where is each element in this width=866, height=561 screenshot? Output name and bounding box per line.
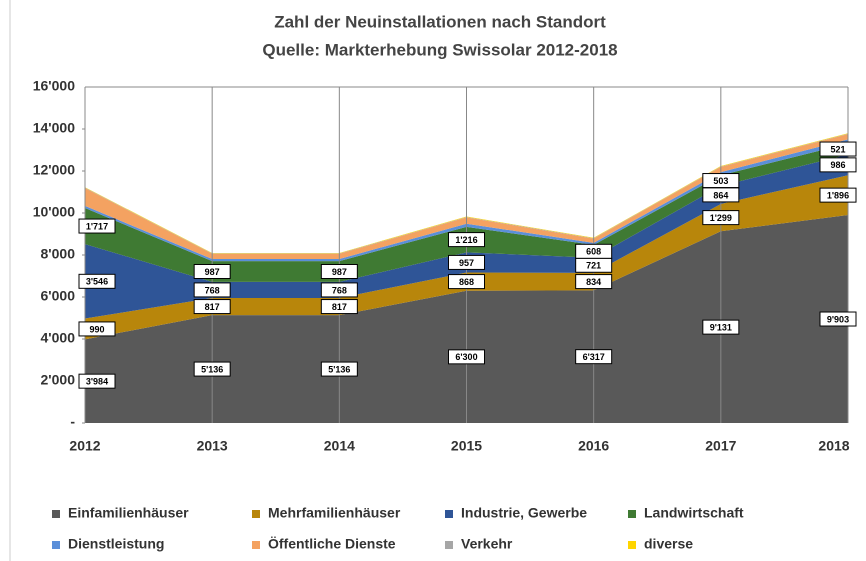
- label-box: [702, 173, 740, 189]
- legend-label: Industrie, Gewerbe: [461, 505, 587, 521]
- x-tick-label: 2016: [578, 438, 609, 454]
- data-label: 3'546: [86, 277, 108, 287]
- legend-label: diverse: [644, 536, 693, 552]
- data-label: 986: [830, 160, 845, 170]
- x-tick-label: 2018: [818, 438, 849, 454]
- data-label: 9'131: [710, 322, 732, 332]
- y-tick-label: 6'000: [41, 288, 76, 304]
- label-box: [78, 273, 116, 289]
- legend-label: Einfamilienhäuser: [68, 505, 189, 521]
- data-label: 6'317: [583, 352, 605, 362]
- data-label: 817: [332, 302, 347, 312]
- label-box: [575, 274, 613, 290]
- y-tick-label: 4'000: [41, 330, 76, 346]
- label-box: [78, 321, 116, 337]
- x-tick-label: 2014: [324, 438, 355, 454]
- label-box: [819, 141, 857, 157]
- area: [85, 175, 848, 340]
- y-tick-label: 14'000: [33, 120, 75, 136]
- data-label: 1'299: [710, 213, 732, 223]
- legend-swatch: [445, 510, 453, 518]
- label-box: [193, 299, 231, 315]
- data-label: 5'136: [328, 364, 350, 374]
- x-tick-label: 2017: [705, 438, 736, 454]
- legend-label: Verkehr: [461, 536, 513, 552]
- data-label: 1'717: [86, 221, 108, 231]
- label-box: [78, 218, 116, 234]
- data-label: 521: [830, 144, 845, 154]
- label-box: [448, 349, 485, 365]
- data-label: 817: [205, 302, 220, 312]
- data-label: 834: [586, 277, 601, 287]
- legend-swatch: [252, 510, 260, 518]
- legend-label: Dienstleistung: [68, 536, 164, 552]
- data-label: 1'216: [455, 235, 477, 245]
- y-tick-label: 2'000: [41, 372, 76, 388]
- label-box: [320, 299, 358, 315]
- y-tick-label: 10'000: [33, 204, 75, 220]
- label-box: [702, 319, 740, 335]
- data-label: 868: [459, 277, 474, 287]
- data-label: 990: [89, 324, 104, 334]
- legend-label: Mehrfamilienhäuser: [268, 505, 401, 521]
- data-label: 987: [332, 267, 347, 277]
- label-box: [320, 361, 358, 377]
- label-box: [448, 254, 485, 270]
- legend-swatch: [628, 541, 636, 549]
- label-box: [819, 311, 857, 327]
- data-label: 503: [713, 176, 728, 186]
- data-label: 768: [205, 285, 220, 295]
- x-tick-label: 2012: [69, 438, 100, 454]
- data-label: 768: [332, 285, 347, 295]
- label-box: [575, 349, 613, 365]
- data-label: 3'984: [86, 377, 108, 387]
- label-box: [448, 232, 485, 248]
- label-box: [320, 282, 358, 298]
- legend-swatch: [52, 541, 60, 549]
- data-label: 6'300: [455, 352, 477, 362]
- y-tick-label: 12'000: [33, 162, 75, 178]
- legend-swatch: [52, 510, 60, 518]
- y-tick-label: -: [70, 414, 75, 430]
- legend-label: Öffentliche Dienste: [268, 536, 396, 552]
- label-box: [702, 210, 740, 226]
- legend-swatch: [445, 541, 453, 549]
- label-box: [78, 373, 116, 389]
- legend-swatch: [252, 541, 260, 549]
- data-label: 608: [586, 247, 601, 257]
- chart-title: Zahl der Neuinstallationen nach Standort: [274, 12, 606, 31]
- y-tick-label: 16'000: [33, 78, 75, 94]
- legend-label: Landwirtschaft: [644, 505, 744, 521]
- y-tick-label: 8'000: [41, 246, 76, 262]
- label-box: [575, 243, 613, 259]
- data-label: 5'136: [201, 364, 223, 374]
- data-label: 1'896: [827, 191, 849, 201]
- label-box: [819, 157, 857, 173]
- label-box: [320, 263, 358, 279]
- label-box: [448, 274, 485, 290]
- legend-swatch: [628, 510, 636, 518]
- data-label: 864: [713, 190, 728, 200]
- data-label: 9'903: [827, 314, 849, 324]
- data-label: 987: [205, 267, 220, 277]
- data-label: 721: [586, 261, 601, 271]
- label-box: [193, 282, 231, 298]
- x-tick-label: 2013: [197, 438, 228, 454]
- chart-subtitle: Quelle: Markterhebung Swissolar 2012-201…: [262, 40, 617, 59]
- x-tick-label: 2015: [451, 438, 482, 454]
- area: [85, 154, 848, 319]
- label-box: [819, 187, 857, 203]
- label-box: [193, 263, 231, 279]
- label-box: [193, 361, 231, 377]
- data-label: 957: [459, 258, 474, 268]
